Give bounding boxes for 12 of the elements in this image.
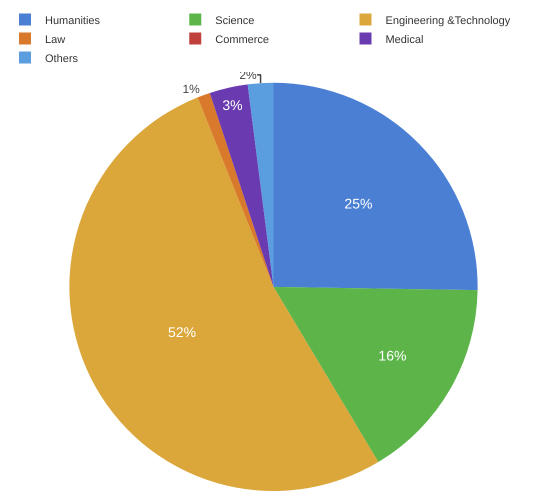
legend-label: Humanities [45,14,101,27]
legend-label: Medical [386,34,424,46]
data-label: 52% [168,324,196,340]
data-label: 16% [378,348,406,364]
legend-label: Law [45,34,66,46]
legend-label: Science [215,14,254,27]
legend-label: Engineering &Technology [386,14,511,27]
legend-label: Commerce [215,34,270,46]
data-label: 25% [344,195,372,212]
data-label: 1% [182,82,200,96]
legend-label: Others [45,52,79,65]
data-label: 3% [222,97,243,114]
